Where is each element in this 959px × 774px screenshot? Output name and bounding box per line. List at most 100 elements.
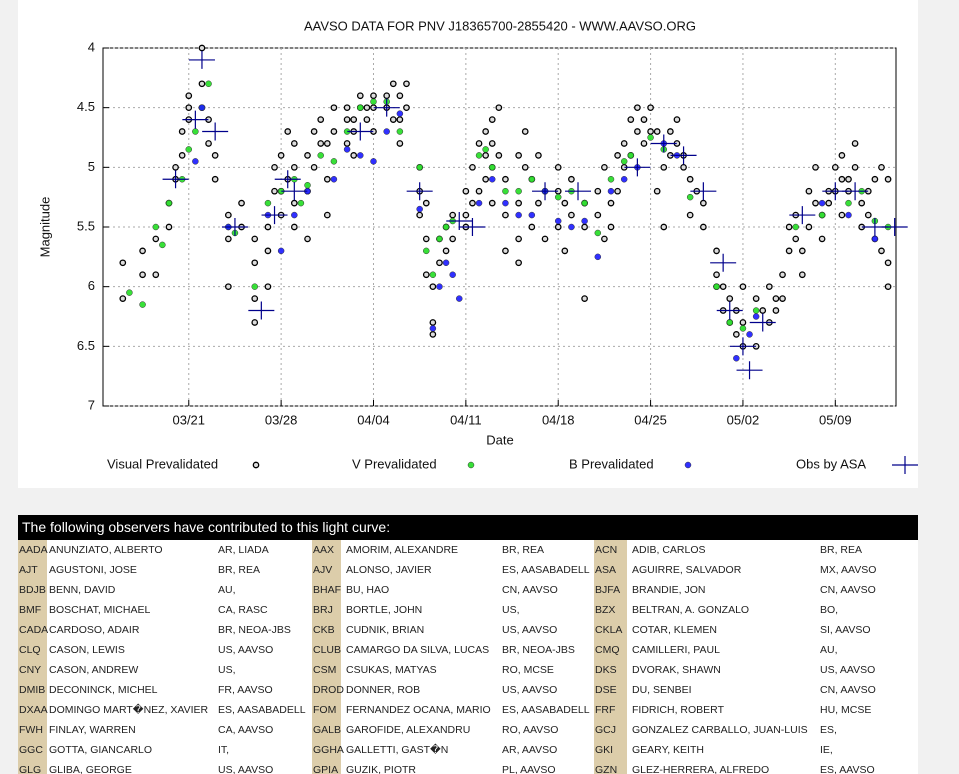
point (192, 158, 199, 165)
observer-affiliation: AR, LIADA (218, 544, 269, 556)
observer-affiliation: IE, (820, 744, 833, 756)
point (515, 211, 522, 219)
visual-point (172, 163, 179, 171)
visual-point (871, 175, 879, 183)
observer-code: AJV (312, 560, 341, 580)
visual-point (290, 223, 298, 231)
x-tick-label: 04/18 (542, 412, 575, 427)
point (205, 80, 212, 88)
visual-point (878, 247, 885, 255)
visual-point (647, 128, 654, 135)
visual-point (732, 331, 740, 338)
visual-point (805, 223, 813, 231)
visual-point (462, 211, 470, 219)
visual-point (535, 152, 542, 159)
x-tick-label: 05/09 (819, 412, 852, 427)
asa-cross (690, 182, 717, 201)
visual-point (502, 247, 509, 255)
visual-point (119, 259, 127, 267)
visual-point (805, 187, 813, 195)
point (627, 152, 635, 159)
observer-affiliation: US, AAVSO (502, 624, 558, 636)
visual-point (700, 199, 707, 207)
visual-point (185, 92, 193, 100)
y-axis-label: Magnitude (37, 197, 52, 258)
observer-affiliation: US, (218, 664, 236, 676)
visual-point (330, 104, 338, 112)
point (370, 158, 377, 165)
observer-code: CMQ (594, 640, 627, 660)
point (488, 164, 496, 171)
observer-affiliation: HU, MCSE (820, 704, 872, 716)
visual-point (290, 140, 298, 147)
x-tick-label: 04/04 (357, 412, 390, 427)
x-tick-label: 04/25 (634, 412, 667, 427)
observer-name: GLIBA, GEORGE (49, 764, 132, 774)
visual-point (825, 199, 833, 207)
point (416, 205, 423, 213)
legend-marker (252, 461, 260, 469)
point (620, 158, 628, 165)
point (429, 271, 437, 278)
visual-point (660, 163, 668, 171)
point (449, 271, 456, 278)
asa-cross (624, 158, 651, 177)
observer-code: CSM (312, 660, 341, 680)
visual-point (469, 199, 476, 207)
observer-code: FRF (594, 700, 627, 720)
observer-name: ADIB, CARLOS (632, 544, 706, 556)
point (581, 199, 588, 207)
observer-name: AGUSTONI, JOSE (49, 564, 137, 576)
visual-point (614, 152, 621, 159)
point (733, 355, 740, 362)
visual-point (502, 175, 509, 183)
visual-point (568, 211, 575, 219)
observer-affiliation: ES, AASABADELL (502, 704, 590, 716)
observer-code: GGC (18, 740, 47, 760)
observer-code: DKS (594, 660, 627, 680)
observer-affiliation: RO, AAVSO (502, 724, 559, 736)
asa-cross (261, 206, 288, 225)
visual-point (264, 247, 272, 255)
visual-point (535, 199, 542, 207)
observer-name: CSUKAS, MATYAS (346, 664, 437, 676)
visual-point (224, 235, 232, 243)
visual-point (310, 128, 318, 135)
observer-code: BRJ (312, 600, 341, 620)
visual-point (383, 92, 391, 100)
visual-point (488, 199, 496, 207)
visual-point (713, 271, 720, 279)
asa-cross (565, 182, 592, 201)
visual-point (818, 235, 826, 243)
visual-point (323, 140, 331, 147)
asa-cross (532, 182, 559, 201)
observer-name: GOTTA, GIANCARLO (49, 744, 153, 756)
visual-point (838, 175, 846, 183)
observer-name: CUDNIK, BRIAN (346, 624, 425, 636)
visual-point (653, 187, 661, 195)
visual-point (858, 199, 866, 207)
visual-point (264, 283, 272, 291)
visual-point (561, 247, 569, 255)
visual-point (798, 247, 806, 255)
observer-name: GONZALEZ CARBALLO, JUAN-LUIS (632, 724, 808, 736)
point (330, 158, 338, 165)
visual-point (178, 128, 186, 135)
visual-point (363, 104, 371, 112)
point (620, 176, 628, 183)
asa-cross (650, 134, 677, 153)
visual-point (515, 259, 522, 267)
y-tick-label: 7 (88, 397, 95, 412)
visual-point (422, 199, 430, 207)
point (277, 247, 285, 255)
visual-point (495, 152, 503, 159)
visual-point (449, 211, 457, 219)
observer-code: DMIB (18, 680, 47, 700)
observer-affiliation: US, AAVSO (218, 644, 274, 656)
y-tick-label: 4 (88, 39, 95, 54)
visual-point (620, 140, 628, 147)
observer-name: COTAR, KLEMEN (632, 624, 717, 636)
asa-cross (710, 253, 737, 272)
point (442, 259, 450, 267)
observer-code: AADA (18, 540, 48, 560)
